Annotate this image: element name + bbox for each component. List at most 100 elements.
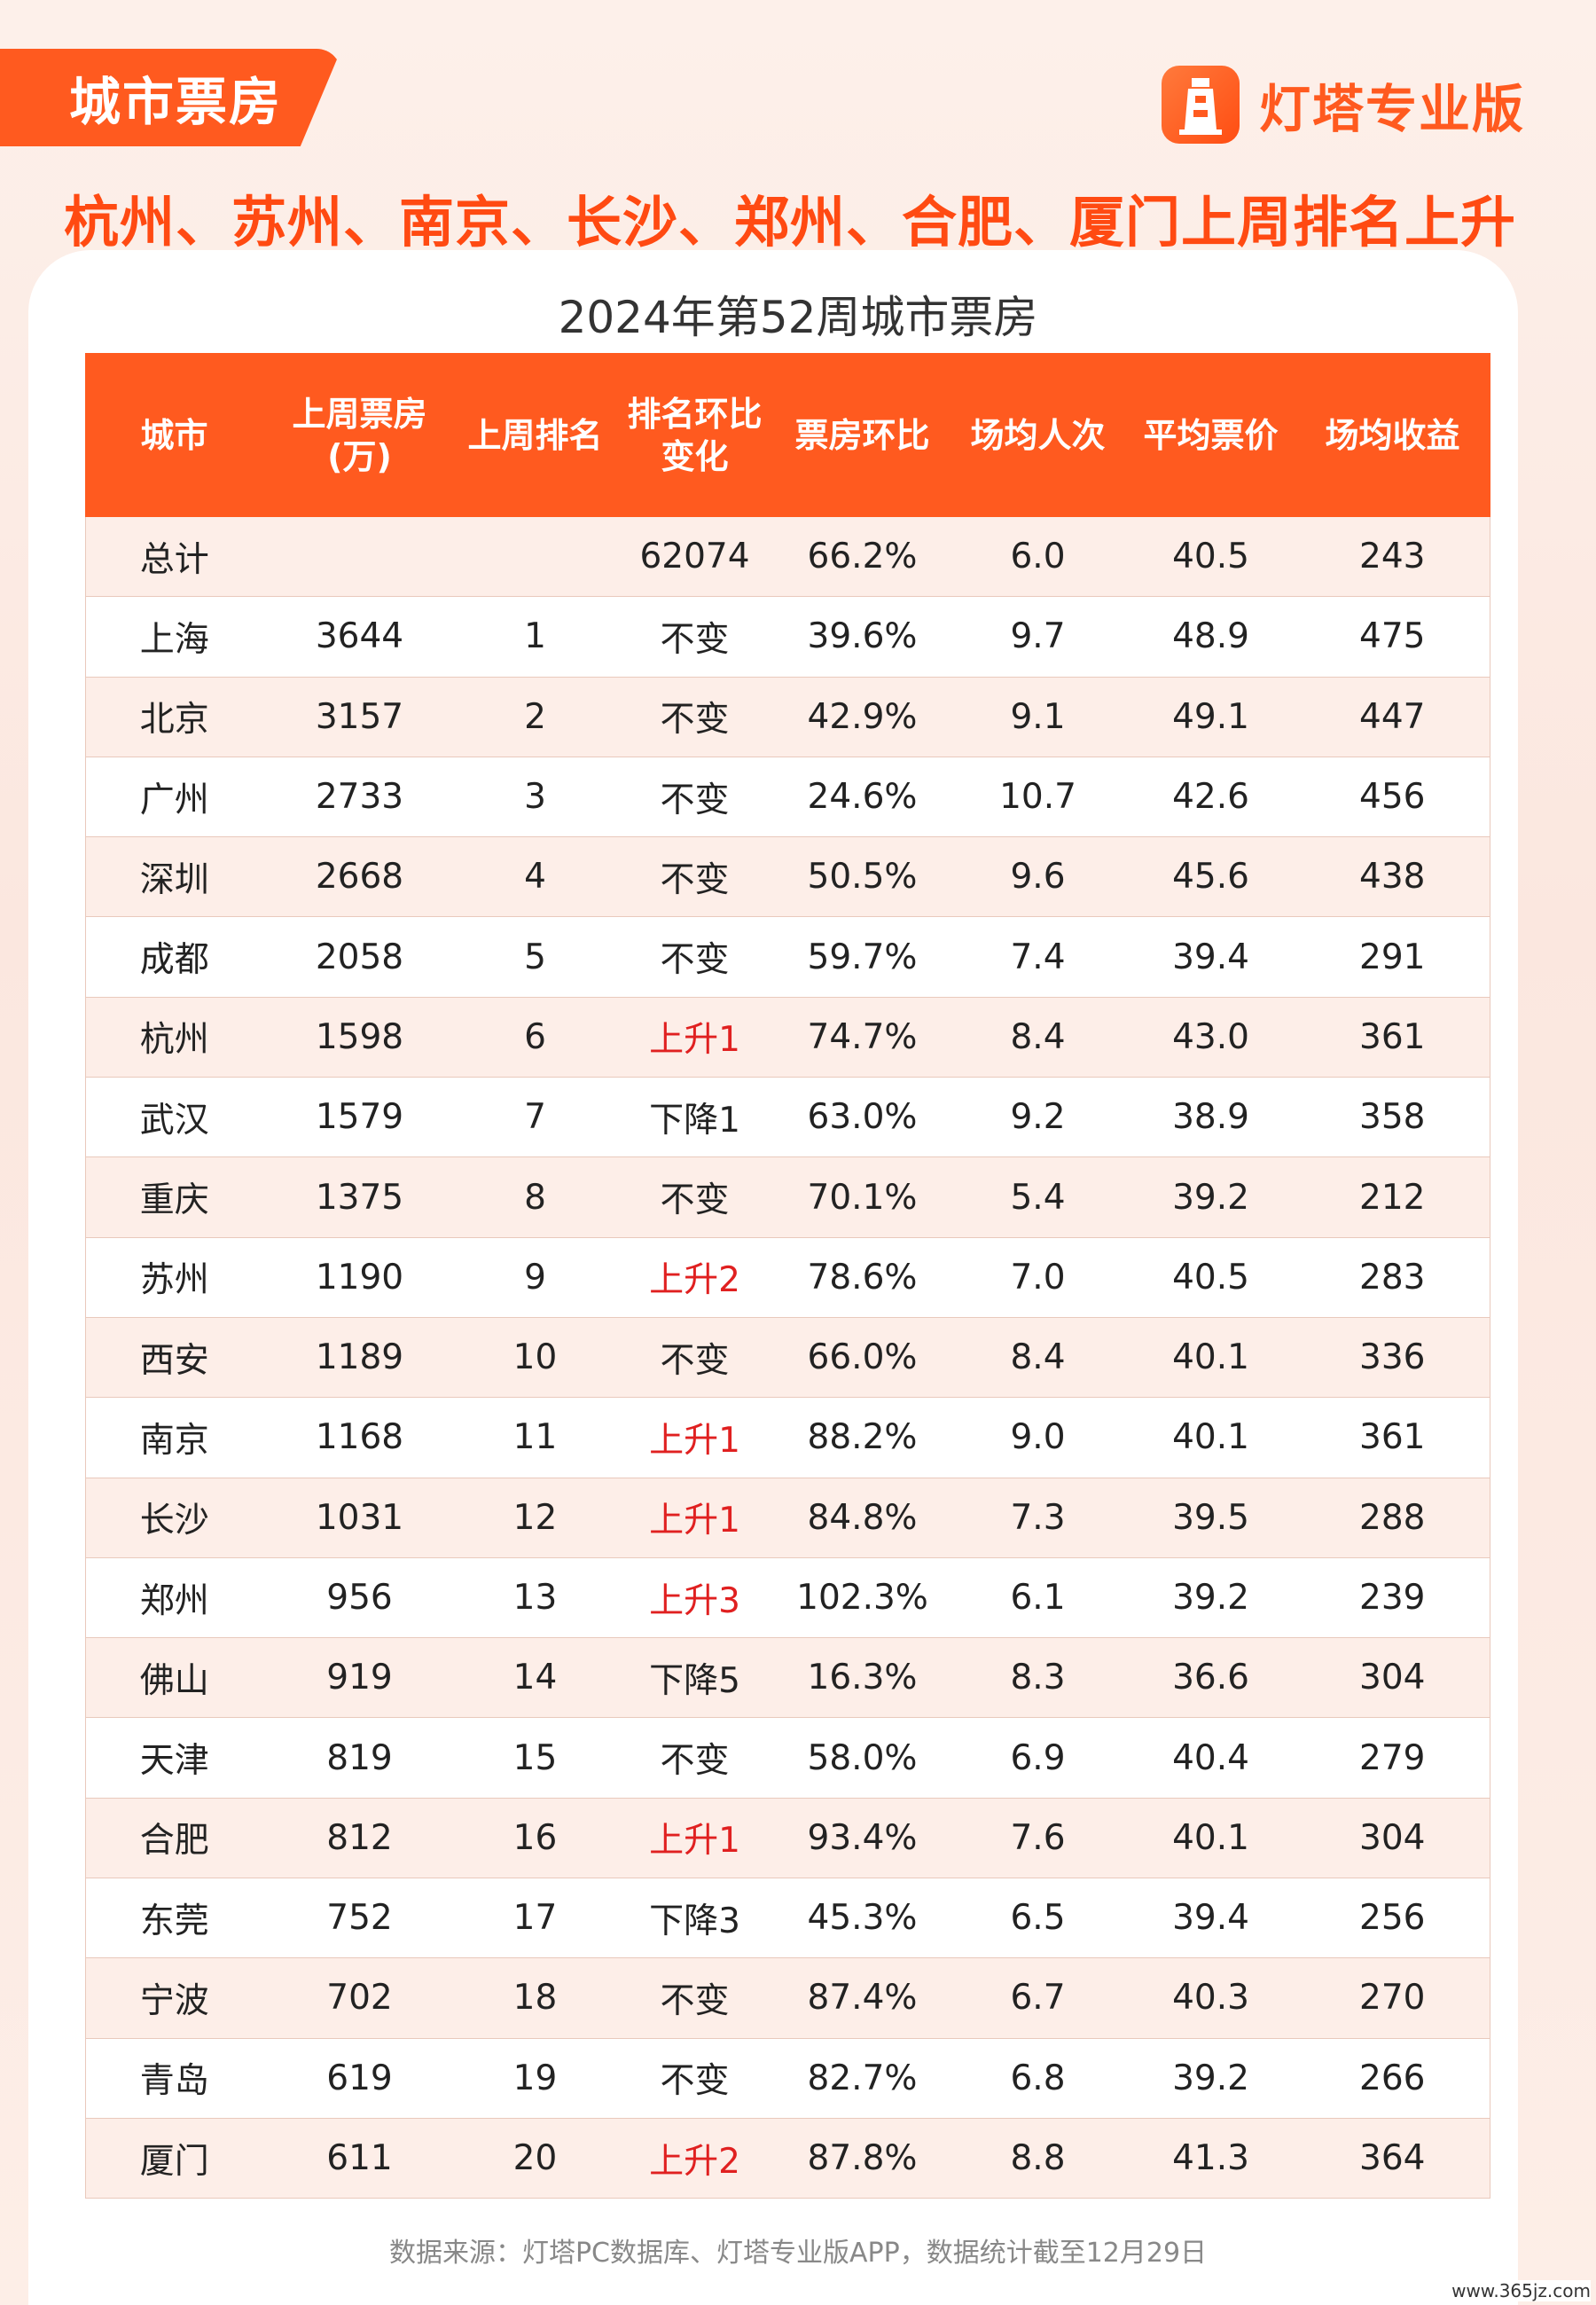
table-cell: 66.2% [775,516,950,598]
table-cell: 不变 [614,1156,776,1238]
table-cell: 239 [1295,1557,1490,1639]
table-cell: 40.5 [1126,516,1295,598]
table-cell: 93.4% [775,1798,950,1879]
city-box-office-table: 城市 上周票房 (万) 上周排名 排名环比 变化 票房环比 场均人次 平均票价 场均收益 总计 62… [85,353,1490,2199]
table-row: 厦门 611 20 上升2 87.8% 8.8 41.3 364 [85,2118,1490,2199]
city-cell: 总计 [85,516,263,598]
table-cell: 87.4% [775,1957,950,2039]
table-cell: 702 [262,1957,457,2039]
table-cell: 38.9 [1126,1077,1295,1158]
table-cell: 1 [456,596,614,678]
table-cell: 40.1 [1126,1317,1295,1399]
table-cell: 611 [262,2118,457,2199]
table-row: 长沙 1031 12 上升1 84.8% 7.3 39.5 288 [85,1478,1490,1558]
table-cell: 20 [456,2118,614,2199]
table-cell: 40.4 [1126,1717,1295,1799]
table-cell: 不变 [614,916,776,998]
table-cell: 8 [456,1156,614,1238]
headline: 杭州、苏州、南京、长沙、郑州、合肥、厦门上周排名上升 [64,190,1517,255]
table-cell: 40.3 [1126,1957,1295,2039]
city-cell: 天津 [85,1717,263,1799]
table-cell: 74.7% [775,997,950,1078]
table-cell: 2733 [262,757,457,838]
table-cell: 279 [1295,1717,1490,1799]
table-cell: 819 [262,1717,457,1799]
table-cell: 3157 [262,677,457,757]
table-cell: 42.6 [1126,757,1295,838]
table-cell: 8.8 [949,2118,1127,2199]
table-cell: 13 [456,1557,614,1639]
table-row: 北京 3157 2 不变 42.9% 9.1 49.1 447 [85,677,1490,757]
table-row: 青岛 619 19 不变 82.7% 6.8 39.2 266 [85,2038,1490,2119]
table-cell: 438 [1295,836,1490,918]
table-cell: 40.1 [1126,1397,1295,1478]
table-cell: 361 [1295,997,1490,1078]
table-cell: 不变 [614,836,776,918]
column-header: 票房环比 [775,353,950,517]
table-row: 苏州 1190 9 上升2 78.6% 7.0 40.5 283 [85,1237,1490,1318]
city-cell: 青岛 [85,2038,263,2119]
table-cell: 12 [456,1478,614,1558]
table-cell: 87.8% [775,2118,950,2199]
table-cell: 6 [456,997,614,1078]
city-cell: 东莞 [85,1878,263,1959]
table-row: 宁波 702 18 不变 87.4% 6.7 40.3 270 [85,1957,1490,2039]
table-cell: 不变 [614,677,776,757]
table-cell: 63.0% [775,1077,950,1158]
column-header: 城市 [85,353,263,517]
table-cell: 39.4 [1126,1878,1295,1959]
city-cell: 北京 [85,677,263,757]
table-cell: 4 [456,836,614,918]
table-row: 佛山 919 14 下降5 16.3% 8.3 36.6 304 [85,1637,1490,1719]
city-cell: 武汉 [85,1077,263,1158]
table-cell: 不变 [614,596,776,678]
table-cell: 16 [456,1798,614,1879]
table-cell: 1375 [262,1156,457,1238]
table-cell: 1031 [262,1478,457,1558]
table-cell: 36.6 [1126,1637,1295,1719]
table-cell: 14 [456,1637,614,1719]
city-cell: 宁波 [85,1957,263,2039]
table-cell: 10.7 [949,757,1127,838]
table-cell: 19 [456,2038,614,2119]
table-cell [262,516,457,598]
table-row: 广州 2733 3 不变 24.6% 10.7 42.6 456 [85,757,1490,838]
table-cell: 9 [456,1237,614,1318]
column-header: 平均票价 [1126,353,1295,517]
table-cell: 283 [1295,1237,1490,1318]
table-cell: 17 [456,1878,614,1959]
table-cell: 291 [1295,916,1490,998]
table-cell: 7 [456,1077,614,1158]
table-row: 重庆 1375 8 不变 70.1% 5.4 39.2 212 [85,1156,1490,1238]
table-cell: 39.2 [1126,1156,1295,1238]
table-cell: 1189 [262,1317,457,1399]
table-cell: 39.4 [1126,916,1295,998]
table-cell: 256 [1295,1878,1490,1959]
table-cell: 358 [1295,1077,1490,1158]
table-cell: 304 [1295,1798,1490,1879]
table-row: 上海 3644 1 不变 39.6% 9.7 48.9 475 [85,596,1490,678]
table-body: 总计 62074 66.2% 6.0 40.5 243 上海 3644 1 不变 39.6% 9.7 4… [85,516,1490,2199]
table-cell: 361 [1295,1397,1490,1478]
table-cell: 59.7% [775,916,950,998]
table-cell: 270 [1295,1957,1490,2039]
table-row: 杭州 1598 6 上升1 74.7% 8.4 43.0 361 [85,997,1490,1078]
column-header: 上周排名 [456,353,614,517]
city-cell: 上海 [85,596,263,678]
table-cell: 212 [1295,1156,1490,1238]
table-title: 2024年第52周城市票房 [558,292,1038,343]
column-header: 场均人次 [949,353,1127,517]
table-cell: 9.6 [949,836,1127,918]
table-cell [456,516,614,598]
column-header: 上周票房 (万) [262,353,457,517]
table-cell: 10 [456,1317,614,1399]
table-cell: 6.0 [949,516,1127,598]
table-cell: 812 [262,1798,457,1879]
source-note: 数据来源：灯塔PC数据库、灯塔专业版APP，数据统计截至12月29日 [388,2238,1208,2269]
table-cell: 18 [456,1957,614,2039]
city-cell: 郑州 [85,1557,263,1639]
city-cell: 苏州 [85,1237,263,1318]
table-row: 深圳 2668 4 不变 50.5% 9.6 45.6 438 [85,836,1490,918]
city-cell: 深圳 [85,836,263,918]
city-cell: 佛山 [85,1637,263,1719]
